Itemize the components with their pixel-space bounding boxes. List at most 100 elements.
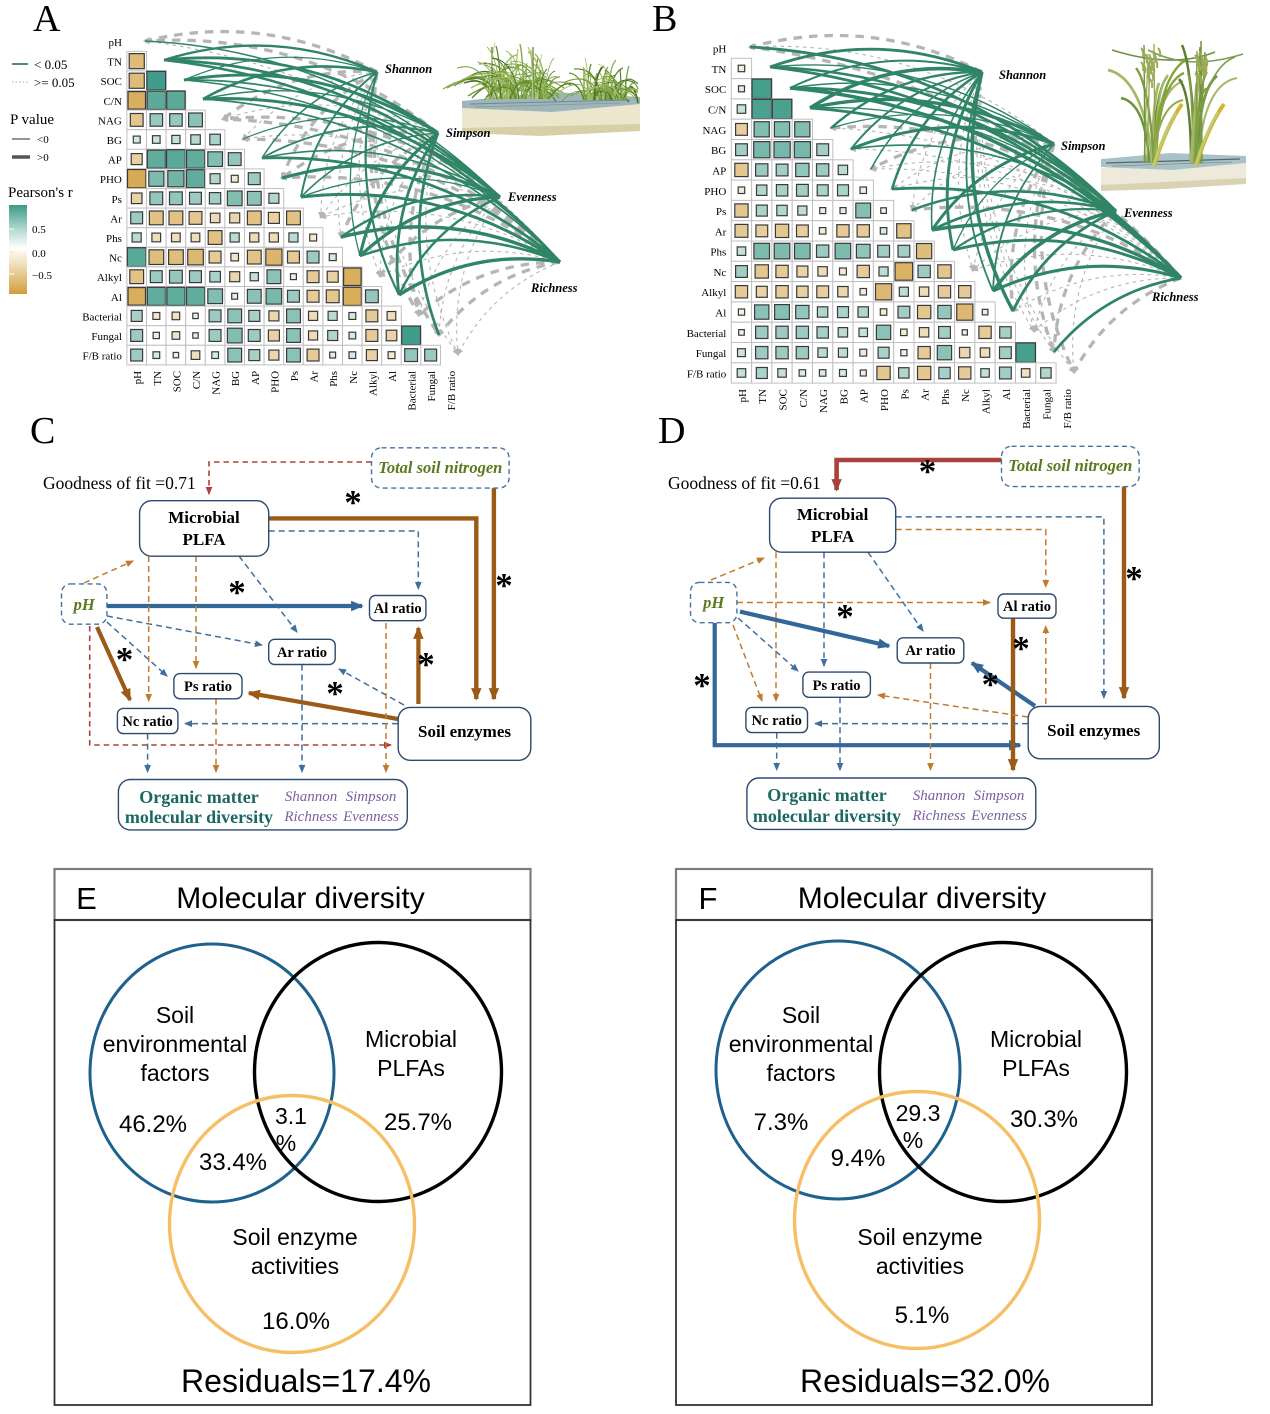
svg-text:SOC: SOC [778,389,790,410]
svg-text:Shannon: Shannon [999,68,1046,82]
svg-text:P value: P value [10,112,54,128]
svg-text:Soil: Soil [156,1002,194,1028]
svg-text:30.3%: 30.3% [1010,1106,1078,1133]
svg-text:29.3: 29.3 [896,1100,941,1126]
svg-text:factors: factors [140,1060,209,1086]
svg-text:*: * [495,566,513,605]
svg-text:BG: BG [230,371,242,386]
svg-text:Nc: Nc [960,389,972,402]
svg-text:PLFA: PLFA [811,527,855,546]
svg-text:*: * [693,666,711,705]
svg-text:Alkyl: Alkyl [981,389,993,414]
svg-text:Microbial: Microbial [990,1026,1082,1052]
svg-text:E: E [76,881,97,916]
svg-text:Ps: Ps [716,206,726,218]
svg-text:Molecular diversity: Molecular diversity [798,882,1046,915]
svg-text:Nc ratio: Nc ratio [122,714,172,730]
svg-text:3.1: 3.1 [275,1103,307,1129]
svg-text:Organic matter: Organic matter [767,785,886,805]
svg-text:0.5: 0.5 [32,224,46,236]
svg-text:Soil: Soil [782,1002,820,1028]
svg-text:< 0.05: < 0.05 [34,57,67,72]
svg-text:F/B ratio: F/B ratio [446,370,458,410]
svg-text:Microbial: Microbial [365,1026,457,1052]
svg-text:Nc: Nc [348,371,360,384]
svg-text:Alkyl: Alkyl [97,272,122,284]
svg-text:Evenness: Evenness [342,809,399,825]
svg-text:Nc: Nc [713,267,726,279]
svg-text:Evenness: Evenness [970,808,1027,824]
svg-text:AP: AP [108,155,122,167]
svg-text:environmental: environmental [103,1031,247,1057]
svg-text:PLFA: PLFA [182,530,226,549]
svg-text:9.4%: 9.4% [831,1145,886,1172]
svg-text:NAG: NAG [98,115,122,127]
svg-text:0.0: 0.0 [32,248,46,260]
svg-text:AP: AP [250,371,262,385]
svg-text:Bacterial: Bacterial [1021,389,1033,429]
svg-text:PHO: PHO [269,371,281,393]
svg-text:Total soil nitrogen: Total soil nitrogen [378,458,502,477]
svg-text:BG: BG [711,145,726,157]
svg-text:Fungal: Fungal [696,348,727,360]
svg-text:Bacterial: Bacterial [687,328,727,340]
svg-text:B: B [652,0,677,40]
svg-text:Soil enzymes: Soil enzymes [1047,721,1140,740]
svg-text:TN: TN [757,389,769,404]
svg-text:Richness: Richness [530,281,578,295]
svg-text:PHO: PHO [879,389,891,411]
svg-text:Al ratio: Al ratio [374,601,422,617]
svg-text:AP: AP [859,389,871,403]
svg-text:pH: pH [108,37,122,49]
svg-text:C/N: C/N [104,96,122,108]
svg-text:F/B ratio: F/B ratio [687,368,727,380]
svg-text:SOC: SOC [100,76,121,88]
svg-text:Al: Al [111,292,122,304]
svg-text:SOC: SOC [171,371,183,392]
svg-text:5.1%: 5.1% [895,1302,950,1329]
svg-text:Goodness of fit =0.71: Goodness of fit =0.71 [43,473,196,493]
svg-text:>0: >0 [37,152,49,164]
svg-text:D: D [658,410,685,452]
svg-text:Soil enzymes: Soil enzymes [418,722,511,741]
svg-text:*: * [228,573,246,612]
svg-text:Simpson: Simpson [446,126,491,140]
svg-text:PLFAs: PLFAs [1002,1055,1070,1081]
svg-text:Ps: Ps [899,389,911,399]
svg-text:NAG: NAG [702,125,726,137]
svg-text:*: * [919,452,937,491]
svg-text:PHO: PHO [704,186,726,198]
svg-text:Nc ratio: Nc ratio [752,713,802,729]
svg-text:Molecular diversity: Molecular diversity [176,882,424,915]
svg-text:NAG: NAG [818,389,830,413]
svg-text:Ps: Ps [289,371,301,381]
svg-text:Fungal: Fungal [1042,389,1054,420]
svg-text:F/B ratio: F/B ratio [1062,389,1074,429]
svg-text:Ps ratio: Ps ratio [813,678,861,694]
svg-text:16.0%: 16.0% [262,1308,330,1335]
svg-text:C/N: C/N [191,371,203,389]
svg-text:Residuals=32.0%: Residuals=32.0% [800,1363,1050,1399]
svg-text:C: C [30,410,55,452]
svg-text:Richness: Richness [283,809,337,825]
svg-text:pH: pH [701,593,725,612]
svg-text:Bacterial: Bacterial [407,371,419,411]
svg-text:BG: BG [107,135,122,147]
svg-text:Nc: Nc [109,253,122,265]
svg-text:*: * [1125,559,1143,598]
svg-text:Ps: Ps [111,194,121,206]
svg-text:Ar ratio: Ar ratio [905,643,955,659]
svg-text:25.7%: 25.7% [384,1109,452,1136]
svg-text:A: A [33,0,61,40]
svg-text:environmental: environmental [729,1031,873,1057]
svg-text:Microbial: Microbial [797,505,869,524]
svg-text:*: * [326,674,344,713]
svg-text:Total soil nitrogen: Total soil nitrogen [1008,456,1132,475]
svg-text:Evenness: Evenness [1123,206,1173,220]
svg-text:Al: Al [715,308,726,320]
svg-text:Simpson: Simpson [346,789,397,805]
svg-text:SOC: SOC [705,84,726,96]
svg-text:Pearson's r: Pearson's r [8,185,73,201]
svg-text:Fungal: Fungal [426,371,438,402]
svg-text:Phs: Phs [106,233,122,245]
